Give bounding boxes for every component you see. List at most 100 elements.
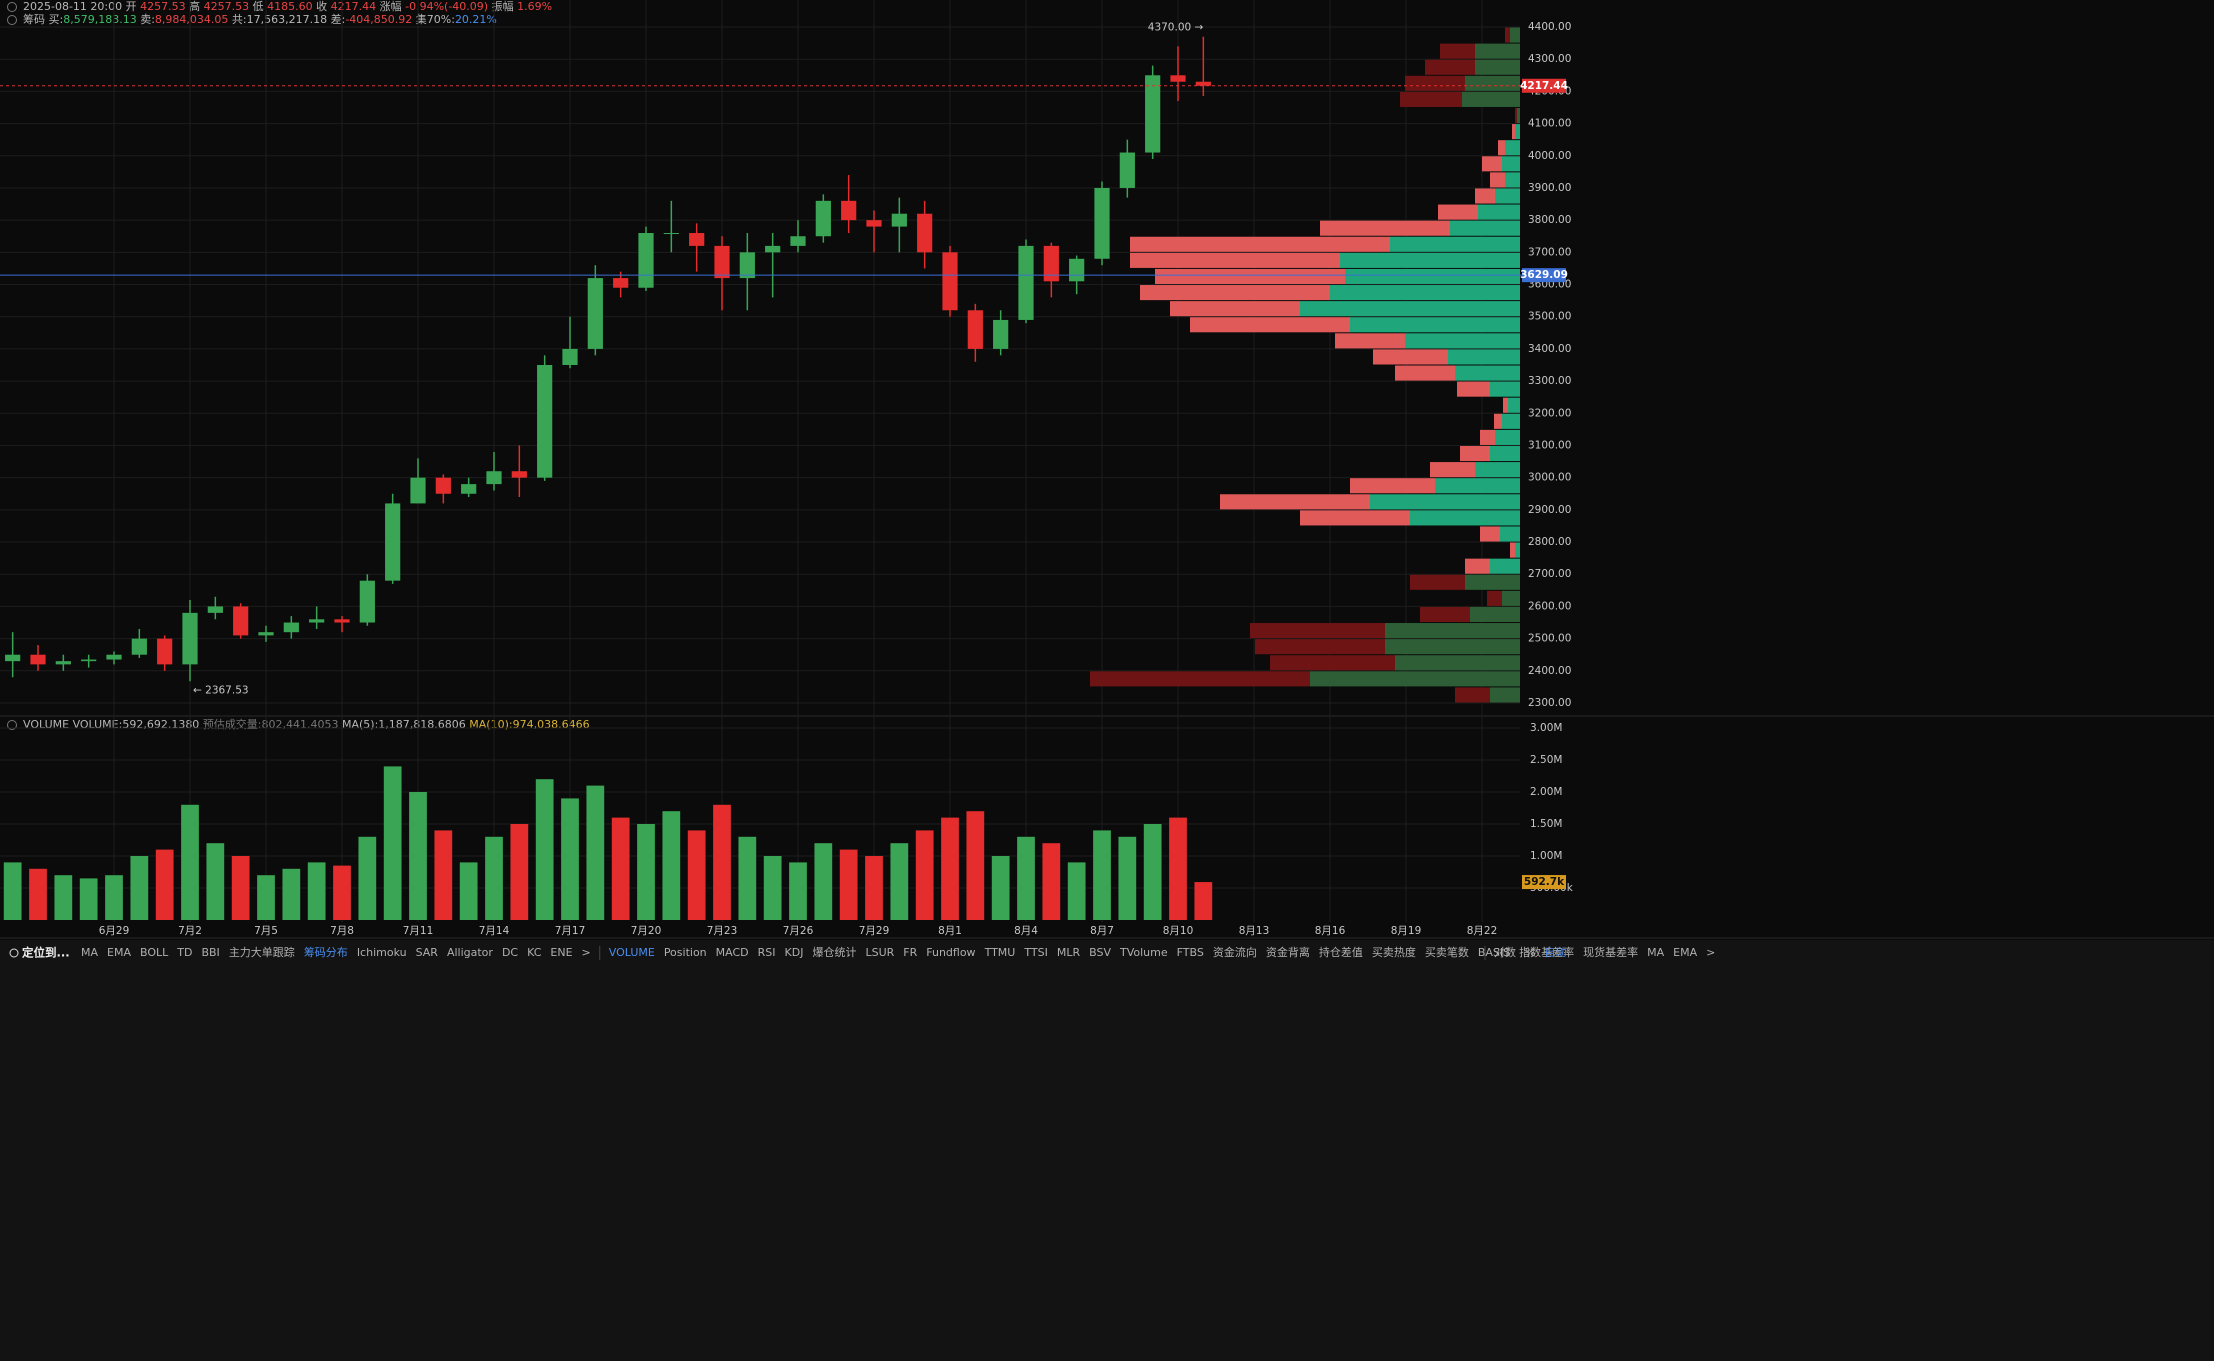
toolbar-item[interactable]: BSV xyxy=(1089,946,1111,959)
toolbar-item[interactable]: > xyxy=(582,946,591,959)
profile-buy xyxy=(1517,107,1520,124)
profile-buy xyxy=(1450,220,1520,236)
toolbar-item[interactable]: SAR xyxy=(416,946,439,959)
candle-body xyxy=(182,612,198,665)
y-tick-label: 2700.00 xyxy=(1528,568,1571,580)
x-tick-label: 8月16 xyxy=(1315,925,1346,937)
candle-body xyxy=(942,252,958,311)
volume-bar xyxy=(29,868,47,920)
collapse-icon[interactable] xyxy=(7,15,17,25)
toolbar-item[interactable]: EMA xyxy=(107,946,131,959)
toolbar-item[interactable]: ENE xyxy=(550,946,572,959)
profile-buy xyxy=(1455,365,1520,381)
toolbar-item[interactable]: MLR xyxy=(1057,946,1081,959)
profile-buy xyxy=(1475,462,1520,478)
toolbar-item[interactable]: DC xyxy=(502,946,518,959)
toolbar-item[interactable]: 买卖笔数 xyxy=(1425,945,1469,959)
toolbar-item[interactable]: 对数 xyxy=(1494,945,1516,959)
profile-sell xyxy=(1457,381,1490,397)
toolbar-item[interactable]: 持仓差值 xyxy=(1319,945,1363,959)
volume-bar xyxy=(1118,836,1137,920)
label: 买: xyxy=(49,13,64,26)
toolbar-item[interactable]: 指数基差率 xyxy=(1519,945,1574,959)
toolbar-item[interactable]: LSUR xyxy=(865,946,894,959)
toolbar-item[interactable]: TTSI xyxy=(1023,946,1047,959)
toolbar-item[interactable]: Fundflow xyxy=(926,946,975,959)
x-tick-label: 7月14 xyxy=(479,925,510,937)
volume-bar xyxy=(941,817,959,920)
profile-sell xyxy=(1255,639,1385,655)
volume-bar xyxy=(789,862,807,920)
collapse-icon[interactable] xyxy=(7,720,17,730)
candle-body xyxy=(1119,152,1135,188)
candle-body xyxy=(765,245,781,253)
profile-sell xyxy=(1503,397,1508,413)
profile-buy xyxy=(1502,413,1520,429)
toolbar-item[interactable]: Position xyxy=(664,946,707,959)
toolbar-item[interactable]: TVolume xyxy=(1119,946,1168,959)
toolbar-item[interactable]: MA xyxy=(1647,946,1664,959)
x-tick-label: 7月20 xyxy=(631,925,662,937)
candle-body xyxy=(815,200,831,237)
toolbar-item[interactable]: 资金流向 xyxy=(1213,945,1257,959)
locate-icon[interactable] xyxy=(9,948,19,958)
toolbar-item[interactable]: TTMU xyxy=(984,946,1016,959)
toolbar-item[interactable]: BASIS xyxy=(1478,946,1510,959)
toolbar-item[interactable]: 资金背离 xyxy=(1266,945,1310,959)
toolbar-item[interactable]: RSI xyxy=(758,946,776,959)
profile-buy xyxy=(1385,623,1520,639)
toolbar-item[interactable]: 爆仓统计 xyxy=(812,945,856,959)
profile-sell xyxy=(1130,236,1390,252)
toolbar-item[interactable]: MACD xyxy=(716,946,749,959)
candle-body xyxy=(993,319,1009,349)
toolbar-item[interactable]: EMA xyxy=(1673,946,1697,959)
value: 4217.44 xyxy=(331,0,377,13)
toolbar-item[interactable]: FTBS xyxy=(1177,946,1204,959)
annotation: 4370.00 → xyxy=(1148,22,1204,34)
candle-body xyxy=(334,619,350,623)
profile-sell xyxy=(1515,107,1517,124)
toolbar-item[interactable]: TD xyxy=(176,946,192,959)
y-tick-label: 4100.00 xyxy=(1528,118,1571,130)
x-tick-label: 7月29 xyxy=(859,925,890,937)
volume-bar xyxy=(611,817,630,920)
volume-bar xyxy=(687,830,706,920)
price-tag-bg xyxy=(1522,78,1566,93)
volume-bar xyxy=(485,836,503,920)
volume-bar xyxy=(282,868,301,920)
toolbar-item[interactable]: MA xyxy=(81,946,98,959)
profile-buy xyxy=(1475,59,1520,75)
price-tag: 4217.44 xyxy=(1520,80,1568,92)
toolbar-item[interactable]: BBI xyxy=(201,946,219,959)
candle-body xyxy=(891,213,907,227)
label: 涨幅 xyxy=(380,0,402,13)
profile-sell xyxy=(1438,204,1478,220)
toolbar-item[interactable]: 买卖热度 xyxy=(1372,945,1416,959)
toolbar-item[interactable]: FR xyxy=(903,946,917,959)
toolbar-item[interactable]: KC xyxy=(527,946,542,959)
candle-body xyxy=(309,619,325,623)
toolbar-item[interactable]: 筹码分布 xyxy=(304,945,348,959)
label: 卖: xyxy=(140,13,155,26)
value: 8,579,183.13 xyxy=(63,13,136,26)
toolbar-item[interactable]: > xyxy=(1706,946,1715,959)
value: VOLUME:592,692.1380 xyxy=(73,718,200,731)
toolbar-item[interactable]: 自动 xyxy=(1544,946,1566,959)
toolbar-item[interactable]: BOLL xyxy=(140,946,169,959)
toolbar-item[interactable]: Alligator xyxy=(447,946,493,959)
locate-button[interactable]: 定位到... xyxy=(22,946,70,960)
volume-bar xyxy=(637,824,655,920)
candle-body xyxy=(1145,75,1161,153)
toolbar-item[interactable]: % xyxy=(1525,946,1535,959)
candle-body xyxy=(106,654,122,660)
profile-sell xyxy=(1512,124,1515,140)
toolbar-item[interactable]: KDJ xyxy=(785,946,804,959)
toolbar-item[interactable]: 现货基差率 xyxy=(1583,945,1638,959)
y-tick-label: 2300.00 xyxy=(1528,697,1571,709)
toolbar-item[interactable]: VOLUME xyxy=(609,946,655,959)
y-tick-label: 4400.00 xyxy=(1528,21,1571,33)
toolbar-item[interactable]: Ichimoku xyxy=(357,946,407,959)
collapse-icon[interactable] xyxy=(7,2,17,12)
toolbar-item[interactable]: 主力大单跟踪 xyxy=(229,945,295,959)
label: 高 xyxy=(189,0,200,13)
